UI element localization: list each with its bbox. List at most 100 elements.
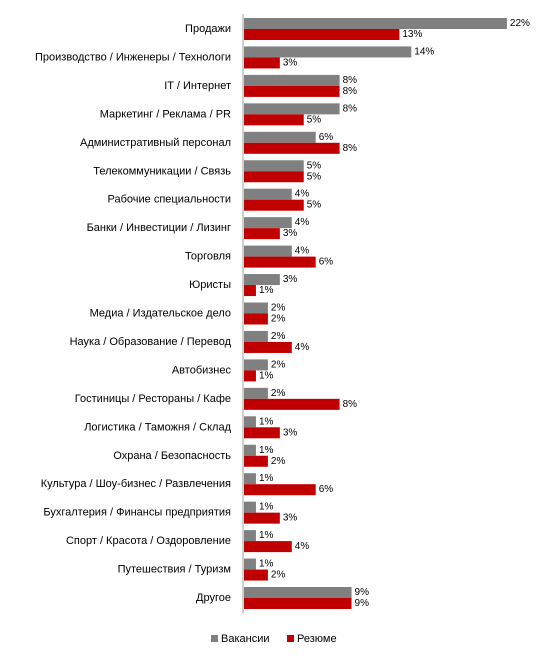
bar-vacancies	[244, 558, 256, 570]
bar-resumes	[244, 341, 292, 353]
data-label: 1%	[259, 473, 274, 484]
category-label: Юристы	[189, 279, 231, 291]
data-label: 5%	[307, 171, 322, 182]
data-label: 3%	[283, 228, 298, 239]
bar-resumes	[244, 398, 340, 410]
data-label: 1%	[259, 285, 274, 296]
bar-resumes	[244, 541, 292, 553]
data-label: 1%	[259, 530, 274, 541]
bar-vacancies	[244, 131, 316, 143]
category-label: Производство / Инженеры / Технологи	[35, 51, 231, 63]
data-label: 2%	[271, 331, 286, 342]
data-label: 3%	[283, 427, 298, 438]
category-label: Другое	[196, 592, 231, 604]
category-label: Маркетинг / Реклама / PR	[100, 108, 231, 120]
category-labels: Продажи Производство / Инженеры / Техноло…	[35, 23, 232, 604]
category-label: Бухгалтерия / Финансы предприятия	[43, 507, 231, 519]
category-label: Путешествия / Туризм	[118, 564, 231, 576]
data-label: 22%	[510, 18, 530, 29]
data-label: 4%	[295, 541, 310, 552]
bar-vacancies	[244, 530, 256, 542]
bar-resumes	[244, 142, 340, 154]
data-label: 5%	[307, 114, 322, 125]
bar-resumes	[244, 228, 280, 240]
category-label: Наука / Образование / Перевод	[70, 336, 232, 348]
bar-vacancies	[244, 359, 268, 371]
category-label: Торговля	[185, 251, 231, 263]
data-label: 8%	[343, 103, 358, 114]
bar-vacancies	[244, 444, 256, 456]
data-label: 4%	[295, 246, 310, 257]
bar-resumes	[244, 598, 352, 609]
data-label: 8%	[343, 143, 358, 154]
data-label: 9%	[355, 598, 370, 609]
bar-resumes	[244, 171, 304, 183]
bar-resumes	[244, 455, 268, 467]
bar-vacancies	[244, 473, 256, 485]
bar-resumes	[244, 256, 316, 268]
data-label: 5%	[307, 160, 322, 171]
category-label: Логистика / Таможня / Склад	[84, 421, 231, 433]
category-label: Культура / Шоу-бизнес / Развлечения	[41, 478, 231, 490]
data-label: 8%	[343, 399, 358, 410]
data-label: 13%	[402, 29, 422, 40]
legend: Вакансии Резюме	[211, 633, 337, 645]
data-label: 2%	[271, 314, 286, 325]
data-label: 1%	[259, 502, 274, 513]
legend-label-resumes: Резюме	[297, 633, 337, 645]
bar-vacancies	[244, 330, 268, 342]
bar-vacancies	[244, 217, 292, 229]
legend-label-vacancies: Вакансии	[221, 633, 270, 645]
data-label: 4%	[295, 189, 310, 200]
bar-vacancies	[244, 387, 268, 399]
bar-resumes	[244, 569, 268, 581]
bar-resumes	[244, 114, 304, 126]
bars	[244, 18, 507, 609]
bar-resumes	[244, 199, 304, 211]
value-labels: 22%13%14%3%8%8%8%5%6%8%5%5%4%5%4%3%4%6%3…	[259, 18, 530, 609]
bar-vacancies	[244, 18, 507, 29]
data-label: 4%	[295, 342, 310, 353]
bar-vacancies	[244, 74, 340, 86]
bar-vacancies	[244, 46, 412, 58]
data-label: 6%	[319, 132, 334, 143]
data-label: 5%	[307, 200, 322, 211]
category-label: IT / Интернет	[164, 80, 231, 92]
category-label: Медиа / Издательское дело	[90, 308, 231, 320]
category-label: Спорт / Красота / Оздоровление	[66, 535, 231, 547]
data-label: 1%	[259, 416, 274, 427]
bar-resumes	[244, 29, 400, 40]
data-label: 1%	[259, 445, 274, 456]
data-label: 1%	[259, 370, 274, 381]
category-label: Охрана / Безопасность	[113, 450, 231, 462]
data-label: 6%	[319, 484, 334, 495]
bar-resumes	[244, 57, 280, 69]
bar-resumes	[244, 370, 256, 382]
data-label: 2%	[271, 388, 286, 399]
category-label: Продажи	[185, 23, 231, 35]
legend-swatch-resumes	[287, 635, 294, 642]
bar-vacancies	[244, 501, 256, 513]
bar-vacancies	[244, 274, 280, 286]
bar-resumes	[244, 512, 280, 524]
data-label: 8%	[343, 86, 358, 97]
data-label: 2%	[271, 570, 286, 581]
data-label: 3%	[283, 513, 298, 524]
data-label: 4%	[295, 217, 310, 228]
data-label: 8%	[343, 75, 358, 86]
data-label: 3%	[283, 274, 298, 285]
data-label: 14%	[414, 46, 434, 57]
data-label: 6%	[319, 257, 334, 268]
bar-vacancies	[244, 587, 352, 598]
data-label: 2%	[271, 456, 286, 467]
legend-swatch-vacancies	[211, 635, 218, 642]
category-label: Рабочие специальности	[108, 194, 231, 206]
data-label: 9%	[355, 587, 370, 598]
category-label: Гостиницы / Рестораны / Кафе	[75, 393, 231, 405]
data-label: 3%	[283, 57, 298, 68]
data-label: 2%	[271, 303, 286, 314]
bar-resumes	[244, 484, 316, 496]
category-label: Административный персонал	[80, 137, 231, 149]
bar-vacancies	[244, 103, 340, 115]
